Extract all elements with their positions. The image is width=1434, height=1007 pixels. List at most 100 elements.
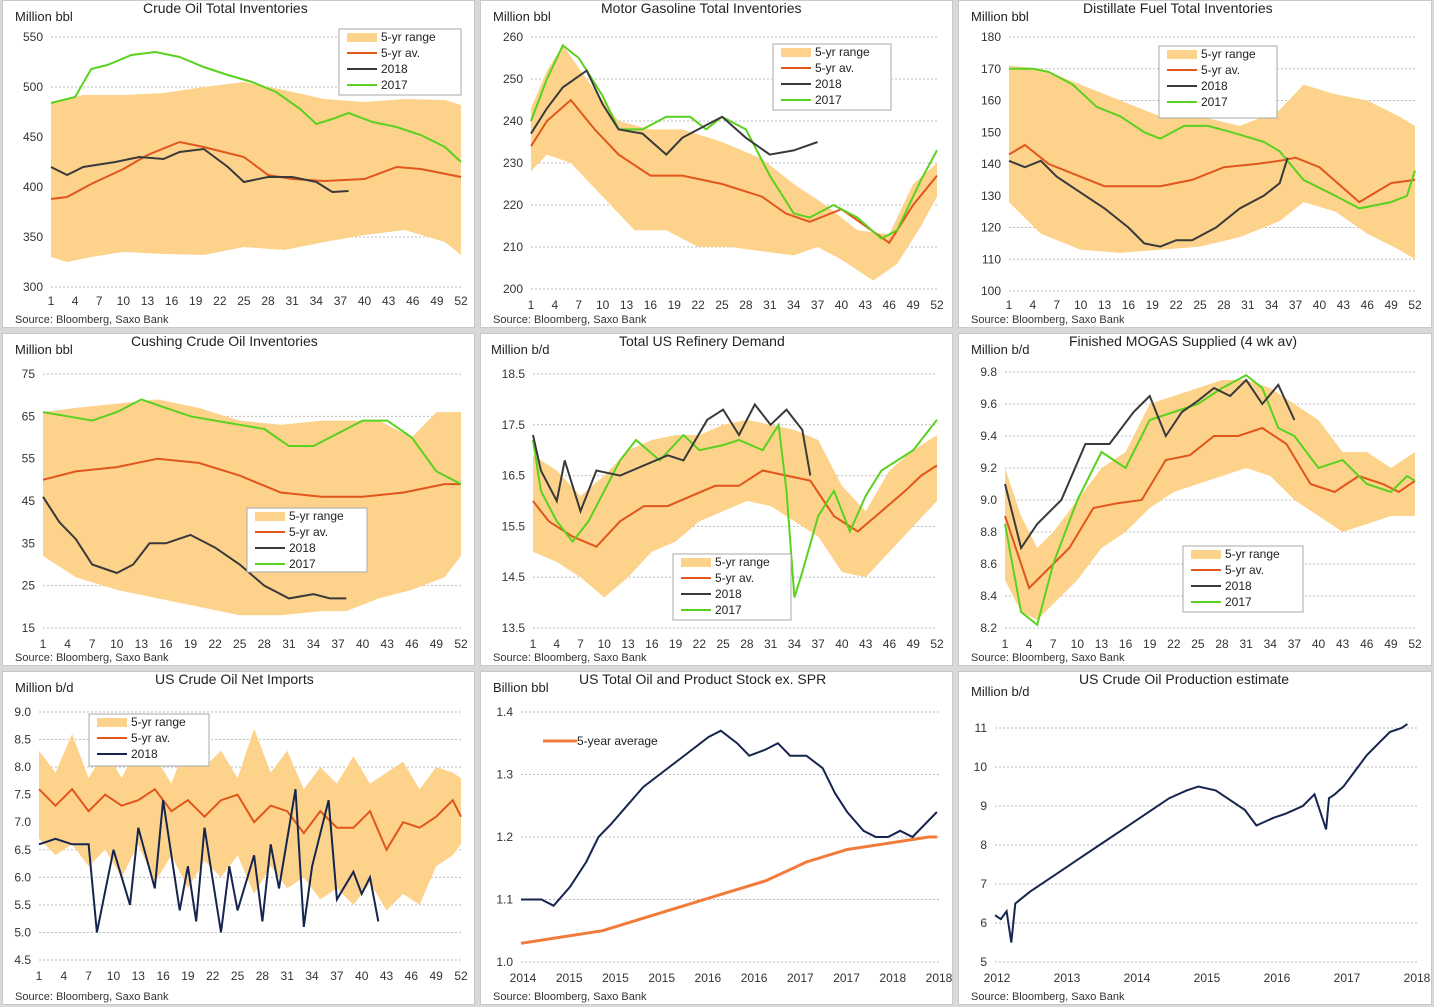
y-tick-label: 8.6 — [980, 557, 997, 571]
x-tick-label: 28 — [1215, 637, 1229, 651]
x-tick-label: 22 — [213, 294, 227, 308]
y-tick-label: 4.5 — [14, 953, 31, 967]
x-tick-label: 2015 — [648, 971, 675, 985]
x-tick-label: 16 — [1119, 637, 1133, 651]
y-tick-label: 9 — [980, 799, 987, 813]
x-tick-label: 10 — [117, 294, 131, 308]
x-tick-label: 10 — [1074, 298, 1088, 312]
panel-imports: US Crude Oil Net Imports Million b/d 4.5 5.… — [2, 671, 475, 1005]
y-tick-label: 550 — [23, 30, 43, 44]
legend-2017: 2017 — [715, 603, 742, 617]
y-tick-label: 9.0 — [14, 705, 31, 719]
y-axis-unit: Million bbl — [15, 342, 73, 357]
chart-crude-production: US Crude Oil Production estimate Million … — [971, 672, 1431, 1003]
x-tick-label: 13 — [1095, 637, 1109, 651]
x-tick-label: 13 — [1098, 298, 1112, 312]
x-tick-label: 46 — [883, 298, 897, 312]
x-tick-label: 25 — [231, 969, 245, 983]
legend-5yr-range: 5-yr range — [131, 715, 186, 729]
x-tick-label: 2012 — [984, 971, 1011, 985]
chart-crude-inventories: Crude Oil Total Inventories Million bbl 30… — [15, 1, 468, 326]
x-tick-label: 7 — [575, 298, 582, 312]
y-tick-label: 9.6 — [980, 397, 997, 411]
source-note: Source: Bloomberg, Saxo Bank — [15, 314, 169, 326]
x-tick-label: 52 — [1408, 637, 1422, 651]
y-tick-label: 5 — [980, 955, 987, 969]
x-tick-label: 13 — [141, 294, 155, 308]
y-tick-label: 5.5 — [14, 898, 31, 912]
x-tick-label: 43 — [859, 637, 873, 651]
x-tick-label: 1 — [48, 294, 55, 308]
x-tick-label: 34 — [305, 969, 319, 983]
y-tick-label: 13.5 — [502, 621, 526, 635]
legend-2018: 2018 — [715, 587, 742, 601]
legend-5yr-range: 5-yr range — [1201, 47, 1256, 61]
x-tick-label: 19 — [189, 294, 203, 308]
y-tick-label: 9.0 — [980, 493, 997, 507]
x-tick-label: 13 — [135, 637, 149, 651]
y-tick-label: 1.3 — [496, 768, 513, 782]
x-tick-label: 40 — [355, 969, 369, 983]
x-tick-label: 13 — [132, 969, 146, 983]
x-tick-label: 13 — [621, 637, 635, 651]
legend-5yr-avg: 5-yr av. — [131, 731, 170, 745]
panel-production: US Crude Oil Production estimate Million … — [958, 671, 1432, 1005]
x-tick-label: 49 — [906, 298, 920, 312]
x-tick-label: 2017 — [1334, 971, 1361, 985]
x-tick-label: 28 — [261, 294, 275, 308]
y-axis-unit: Million bbl — [15, 9, 73, 24]
y-tick-label: 230 — [503, 156, 523, 170]
x-tick-label: 31 — [281, 969, 295, 983]
legend-5yr-range: 5-yr range — [715, 555, 770, 569]
legend-5yr-range: 5-yr range — [1225, 547, 1280, 561]
y-tick-label: 110 — [982, 252, 1001, 266]
y-tick-label: 180 — [981, 30, 1001, 44]
y-tick-label: 260 — [503, 30, 523, 44]
chart-title: Motor Gasoline Total Inventories — [601, 1, 802, 16]
y-tick-label: 8.2 — [980, 621, 997, 635]
y-tick-label: 150 — [981, 125, 1001, 139]
x-tick-label: 31 — [282, 637, 296, 651]
x-tick-label: 2016 — [695, 971, 722, 985]
chart-total-stock: US Total Oil and Product Stock ex. SPR Bi… — [493, 672, 952, 1003]
legend-5yr-avg: 5-yr av. — [1201, 63, 1240, 77]
x-tick-label: 28 — [739, 298, 753, 312]
y-tick-label: 7.5 — [14, 788, 31, 802]
source-note: Source: Bloomberg, Saxo Bank — [15, 652, 169, 664]
legend-swatch — [681, 558, 711, 567]
panel-distillate: Distillate Fuel Total Inventories Million… — [958, 0, 1432, 328]
panel-refinery: Total US Refinery Demand Million b/d 13.5 1… — [480, 333, 953, 666]
legend-swatch — [1191, 550, 1221, 559]
legend-2018: 2018 — [131, 747, 158, 761]
x-tick-label: 37 — [331, 637, 345, 651]
legend-2018: 2018 — [1225, 579, 1252, 593]
x-tick-label: 25 — [237, 294, 251, 308]
x-tick-label: 31 — [1239, 637, 1253, 651]
legend-2018: 2018 — [815, 77, 842, 91]
y-tick-label: 8.0 — [14, 760, 31, 774]
chart-cushing-inventories: Cushing Crude Oil Inventories Million bbl… — [15, 334, 468, 664]
series-2018 — [1008, 157, 1289, 248]
x-tick-label: 49 — [1384, 637, 1398, 651]
x-tick-label: 4 — [553, 637, 560, 651]
source-note: Source: Bloomberg, Saxo Bank — [493, 652, 647, 664]
series-main — [521, 729, 938, 907]
x-tick-label: 46 — [1361, 298, 1375, 312]
y-tick-label: 240 — [503, 114, 523, 128]
x-tick-label: 34 — [310, 294, 324, 308]
x-tick-label: 22 — [693, 637, 707, 651]
series-main — [994, 723, 1408, 943]
y-tick-label: 170 — [981, 62, 1001, 76]
series-5yr-range — [531, 45, 937, 281]
x-tick-label: 2017 — [833, 971, 860, 985]
x-tick-label: 28 — [258, 637, 272, 651]
x-tick-label: 46 — [1360, 637, 1374, 651]
x-tick-label: 16 — [165, 294, 179, 308]
y-axis-unit: Million b/d — [971, 342, 1030, 357]
x-tick-label: 43 — [1336, 637, 1350, 651]
x-tick-label: 25 — [715, 298, 729, 312]
x-tick-label: 40 — [358, 294, 372, 308]
legend-5yr-range: 5-yr range — [289, 509, 344, 523]
y-tick-label: 25 — [22, 579, 36, 593]
x-tick-label: 7 — [96, 294, 103, 308]
